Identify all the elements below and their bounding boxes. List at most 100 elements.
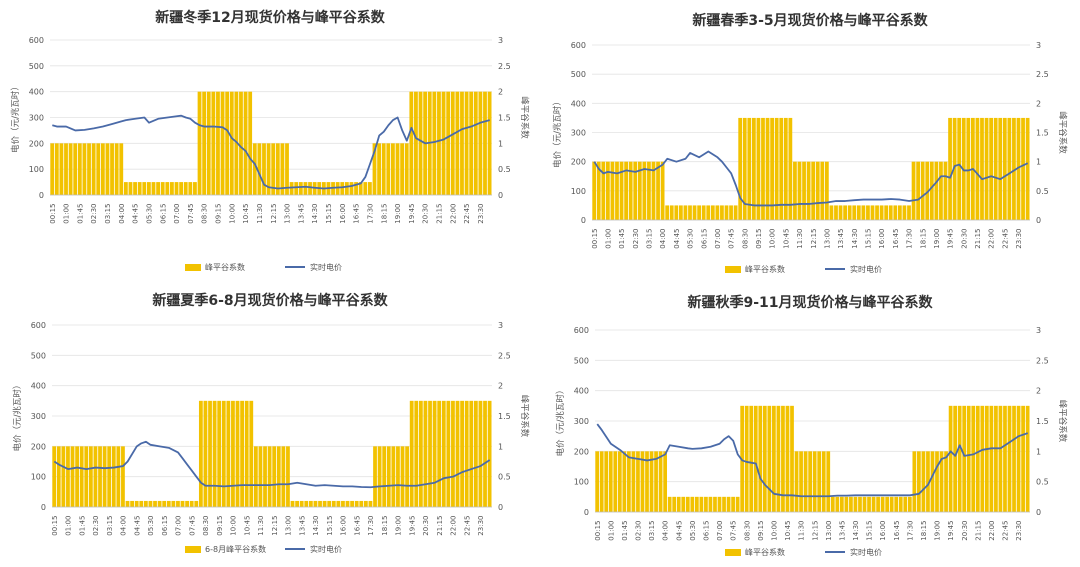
x-tick-label: 08:30 bbox=[202, 516, 210, 536]
coefficient-bar bbox=[921, 451, 926, 512]
chart-title: 新疆夏季6-8月现货价格与峰平谷系数 bbox=[152, 292, 388, 309]
coefficient-bar bbox=[267, 446, 272, 507]
coefficient-bar bbox=[681, 496, 686, 512]
coefficient-bar bbox=[688, 205, 692, 220]
y-tick-label: 500 bbox=[29, 62, 44, 71]
coefficient-bar bbox=[286, 446, 290, 507]
y-axis-label: 电价（元/兆瓦时） bbox=[552, 97, 563, 168]
coefficient-bar bbox=[469, 91, 474, 195]
coefficient-bar bbox=[907, 496, 912, 512]
coefficient-bar bbox=[867, 496, 871, 512]
x-tick-label: 05:30 bbox=[147, 516, 155, 536]
coefficient-bar bbox=[272, 446, 277, 507]
x-tick-label: 13:45 bbox=[297, 204, 305, 224]
coefficient-bar bbox=[1012, 117, 1016, 220]
chart-winter: 新疆冬季12月现货价格与峰平谷系数 0 100 200 300 400 500 600 0 0.5… bbox=[0, 0, 540, 285]
coefficient-bar bbox=[160, 182, 165, 195]
x-tick-label: 12:15 bbox=[811, 521, 819, 541]
coefficient-bar bbox=[862, 496, 867, 512]
x-tick-label: 22:00 bbox=[449, 204, 457, 224]
y-axis-label: 电价（元/兆瓦时） bbox=[555, 386, 566, 457]
coefficient-bar bbox=[308, 182, 312, 195]
coefficient-bar bbox=[894, 496, 899, 512]
x-tick-label: 05:30 bbox=[687, 229, 695, 249]
coefficient-bar bbox=[649, 451, 654, 512]
coefficient-bar bbox=[640, 451, 645, 512]
coefficient-bar bbox=[920, 161, 925, 220]
x-tick-label: 04:45 bbox=[132, 204, 140, 224]
coefficient-bar bbox=[418, 91, 423, 195]
x-tick-label: 10:00 bbox=[770, 521, 778, 541]
coefficient-bar bbox=[849, 496, 853, 512]
coefficient-bar bbox=[911, 161, 916, 220]
coefficient-bar bbox=[349, 182, 354, 195]
x-tick-label: 10:45 bbox=[242, 203, 250, 223]
coefficient-bar bbox=[114, 143, 119, 195]
coefficient-bar bbox=[382, 446, 387, 507]
coefficient-bar bbox=[125, 500, 130, 507]
x-tick-label: 15:15 bbox=[325, 204, 333, 224]
x-tick-label: 21:15 bbox=[436, 516, 444, 536]
coefficient-bar bbox=[672, 496, 677, 512]
x-tick-label: 02:30 bbox=[635, 521, 643, 541]
coefficient-bar bbox=[368, 500, 373, 507]
coefficient-bar bbox=[271, 143, 276, 195]
coefficient-bar bbox=[423, 400, 428, 507]
y2-tick-label: 1.5 bbox=[498, 412, 511, 421]
coefficient-bar bbox=[756, 117, 761, 220]
x-tick-label: 00:15 bbox=[49, 204, 57, 224]
coefficient-bar bbox=[1012, 405, 1016, 512]
coefficient-bar bbox=[460, 91, 464, 195]
coefficient-bar bbox=[258, 446, 263, 507]
coefficient-bar bbox=[437, 400, 442, 507]
x-tick-label: 20:30 bbox=[422, 516, 430, 536]
coefficient-bar bbox=[619, 161, 624, 220]
coefficient-bar bbox=[952, 117, 957, 220]
x-tick-label: 11:30 bbox=[796, 229, 804, 249]
coefficient-bar bbox=[674, 205, 679, 220]
y2-tick-label: 2.5 bbox=[498, 351, 511, 360]
coefficient-bar bbox=[704, 496, 708, 512]
x-tick-label: 08:30 bbox=[743, 521, 751, 541]
coefficient-bar bbox=[148, 500, 153, 507]
coefficient-bars bbox=[592, 117, 1030, 220]
y2-tick-label: 1.5 bbox=[1036, 129, 1049, 138]
coefficient-bar bbox=[166, 500, 171, 507]
coefficient-bar bbox=[624, 161, 628, 220]
coefficient-bar bbox=[944, 451, 948, 512]
chart-svg: 新疆春季3-5月现货价格与峰平谷系数 0 100 200 300 400 500 600 0 0.… bbox=[552, 12, 1068, 274]
x-tick-label: 06:15 bbox=[700, 229, 708, 249]
coefficient-bar bbox=[676, 496, 681, 512]
coefficient-bar bbox=[834, 205, 838, 220]
coefficient-bar bbox=[197, 91, 202, 195]
coefficient-bar bbox=[966, 405, 971, 512]
x-tick-label: 04:45 bbox=[133, 516, 141, 536]
coefficient-bar bbox=[866, 205, 870, 220]
coefficient-bar bbox=[774, 117, 779, 220]
coefficient-bar bbox=[70, 446, 75, 507]
price-line bbox=[53, 440, 491, 489]
coefficient-bar bbox=[875, 205, 879, 220]
coefficient-bar bbox=[1003, 405, 1007, 512]
coefficient-bar bbox=[400, 446, 405, 507]
coefficient-bar bbox=[885, 496, 890, 512]
coefficient-bar bbox=[853, 496, 858, 512]
x-tick-label: 10:45 bbox=[784, 521, 792, 541]
coefficient-bar bbox=[88, 446, 93, 507]
coefficient-bar bbox=[183, 182, 188, 195]
coefficient-bar bbox=[137, 182, 142, 195]
coefficient-bar bbox=[367, 182, 372, 195]
coefficient-bar bbox=[350, 500, 354, 507]
y-tick-label: 600 bbox=[571, 41, 586, 50]
coefficient-bar bbox=[179, 182, 184, 195]
coefficient-bar bbox=[683, 205, 688, 220]
coefficient-bar bbox=[731, 496, 735, 512]
coefficient-bar bbox=[165, 182, 170, 195]
coefficient-bar bbox=[758, 405, 763, 512]
coefficient-bar bbox=[975, 405, 980, 512]
coefficient-bar bbox=[710, 205, 715, 220]
x-tick-label: 11:30 bbox=[256, 204, 264, 224]
coefficient-bar bbox=[318, 500, 322, 507]
coefficient-bar bbox=[1025, 117, 1030, 220]
x-tick-label: 08:30 bbox=[741, 229, 749, 249]
